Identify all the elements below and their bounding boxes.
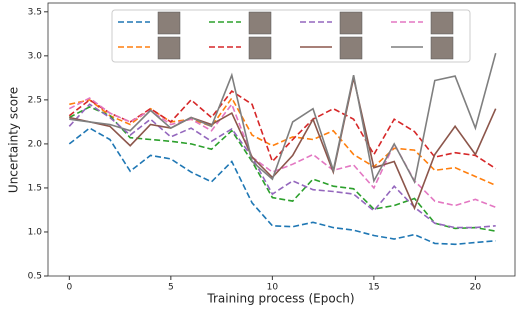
- legend: [112, 10, 470, 62]
- legend-thumbnail: [340, 37, 362, 59]
- legend-thumbnail: [158, 12, 180, 34]
- y-tick-label: 2.0: [28, 139, 43, 149]
- y-tick-label: 2.5: [28, 95, 42, 105]
- legend-thumbnail: [431, 12, 453, 34]
- y-tick-label: 3.5: [28, 7, 42, 17]
- y-tick-label: 1.5: [28, 183, 42, 193]
- y-tick-label: 1.0: [28, 227, 43, 237]
- x-tick-label: 5: [168, 283, 174, 293]
- legend-thumbnail: [249, 37, 271, 59]
- y-axis-title: Uncertainty score: [7, 87, 21, 193]
- x-tick-label: 20: [470, 283, 482, 293]
- legend-thumbnail: [249, 12, 271, 34]
- data-line: [69, 91, 495, 169]
- chart: Training process (Epoch) Uncertainty sco…: [0, 0, 517, 311]
- x-tick-label: 15: [368, 283, 379, 293]
- y-tick-label: 3.0: [28, 51, 43, 61]
- legend-thumbnail: [340, 12, 362, 34]
- x-axis-title: Training process (Epoch): [206, 292, 354, 306]
- x-tick-label: 0: [66, 283, 72, 293]
- x-tick-label: 10: [267, 283, 279, 293]
- y-tick-label: 0.5: [28, 272, 42, 282]
- legend-thumbnail: [431, 37, 453, 59]
- legend-thumbnail: [158, 37, 180, 59]
- data-line: [69, 128, 495, 244]
